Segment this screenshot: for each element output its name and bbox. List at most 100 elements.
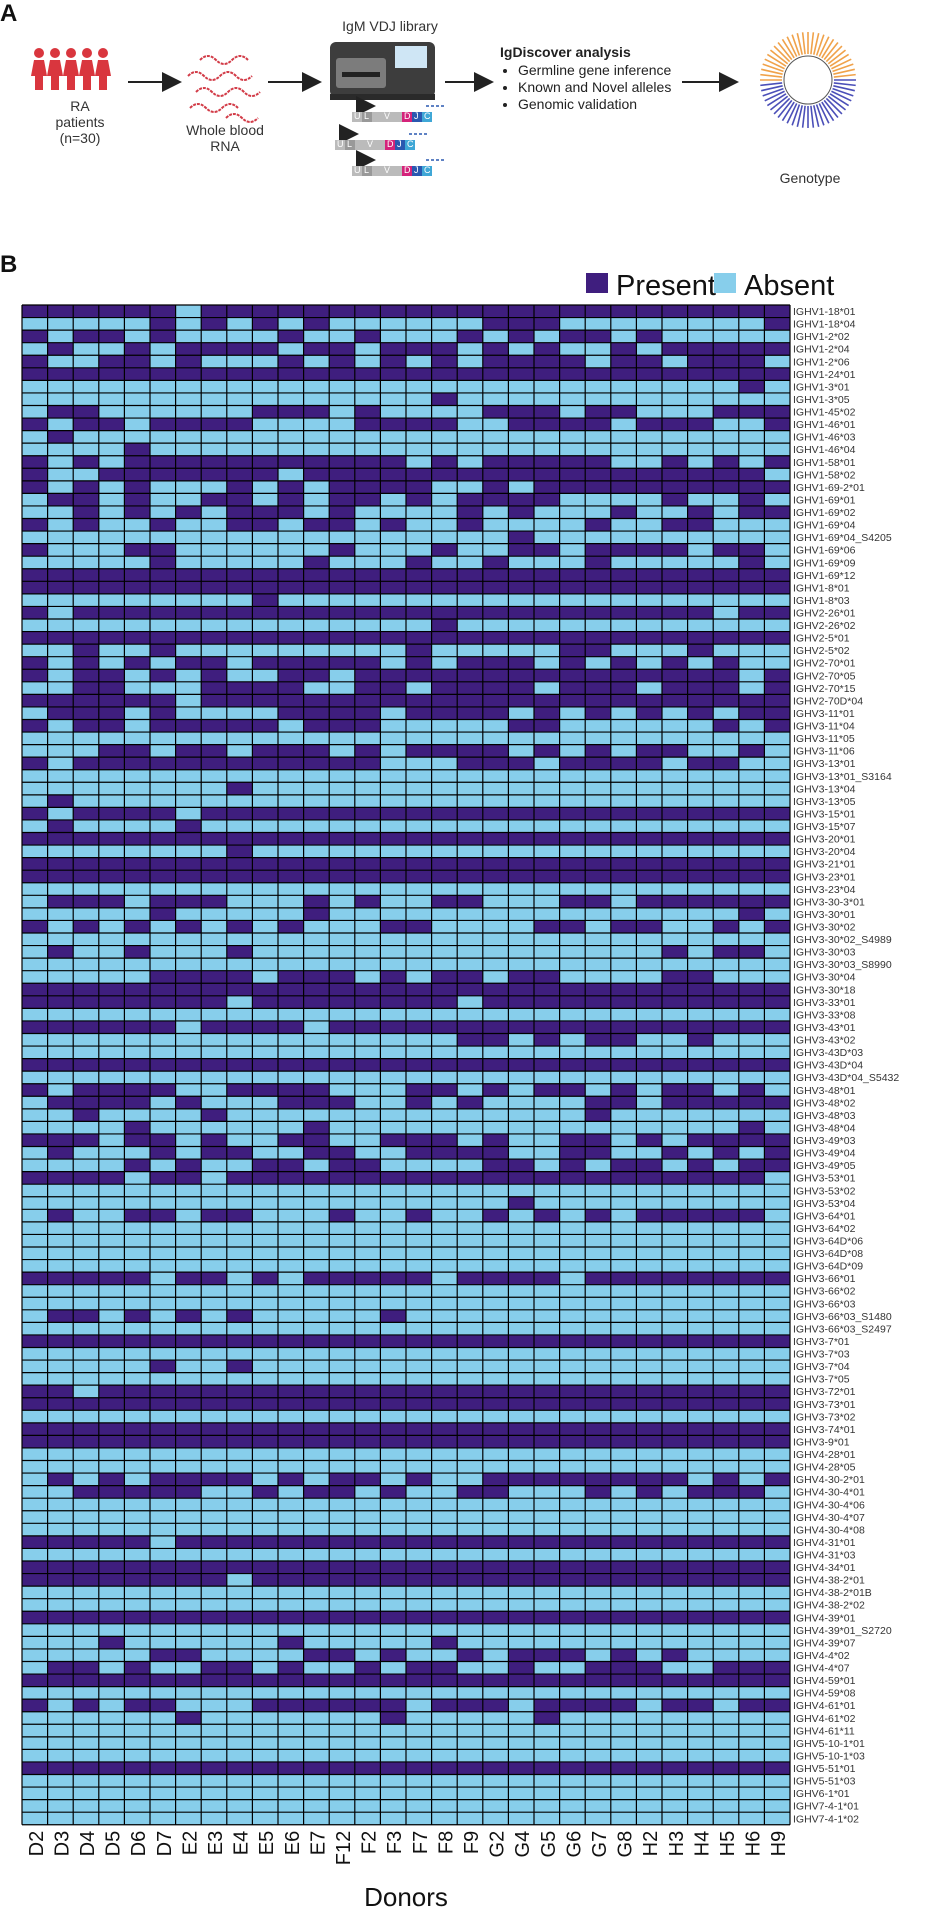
heatmap-cell [610,1699,637,1712]
heatmap-cell [585,405,611,419]
heatmap-cell [380,1334,406,1348]
heatmap-cell [482,1058,509,1072]
allele-label: IGHV3-23*01 [793,871,856,883]
heatmap-cell [303,1648,330,1662]
heatmap-cell [610,870,637,883]
heatmap-cell [687,1171,714,1185]
heatmap-cell [252,405,278,419]
heatmap-cell [98,832,125,846]
heatmap-cell [482,1674,509,1687]
heatmap-cell [764,1611,790,1624]
heatmap-cell [687,1096,714,1109]
heatmap-cell [508,1674,534,1687]
allele-label: IGHV4-59*01 [793,1675,856,1687]
heatmap-cell [329,1058,355,1072]
heatmap-cell [662,1761,688,1775]
heatmap-cell [380,870,406,883]
heatmap-cell [508,531,534,544]
tree-leaf [829,93,850,107]
heatmap-cell [585,1435,611,1448]
heatmap-cell [303,907,330,921]
heatmap-cell [22,1083,48,1097]
heatmap-cell [252,1422,278,1436]
heatmap-cell [610,1159,637,1172]
heatmap-cell [278,1561,304,1574]
heatmap-cell [738,1159,765,1172]
heatmap-cell [278,505,304,519]
heatmap-cell [713,1133,739,1147]
allele-label: IGHV4-38-2*01 [793,1575,865,1587]
heatmap-cell [329,1485,355,1499]
heatmap-cell [98,870,125,883]
analysis-title: IgDiscover analysis [500,44,631,60]
heatmap-cell [278,1058,304,1072]
heatmap-cell [73,568,99,582]
heatmap-cell [406,1674,432,1687]
heatmap-cell [98,1096,125,1109]
heatmap-cell [124,443,150,456]
heatmap-cell [431,543,458,557]
heatmap-cell [354,568,381,582]
heatmap-cell [22,330,48,343]
heatmap-cell [508,1196,534,1210]
allele-label: IGHV1-58*01 [793,457,856,469]
allele-label: IGHV4-30-4*01 [793,1487,865,1499]
heatmap-cell [585,1473,611,1486]
heatmap-cell [175,631,202,645]
donor-label: E3 [205,1831,227,1855]
heatmap-cell [354,706,381,720]
heatmap-cell [73,405,99,419]
tree-leaf [831,90,852,102]
heatmap-cell [764,1385,790,1398]
heatmap-cell [687,895,714,908]
heatmap-cell [559,568,586,582]
allele-label: IGHV3-64*01 [793,1210,856,1222]
tree-leaf [815,34,825,56]
heatmap-cell [150,1699,176,1712]
heatmap-cell [585,556,611,569]
heatmap-cell [457,857,483,871]
tree-leaf [831,58,852,70]
heatmap-cell [226,719,253,733]
heatmap-cell [559,807,586,820]
heatmap-cell [636,1385,662,1398]
heatmap-cell [354,1385,381,1398]
allele-label: IGHV3-15*01 [793,808,856,820]
heatmap-cell [303,1397,330,1411]
heatmap-cell [354,1334,381,1348]
heatmap-cell [559,1397,586,1411]
heatmap-cell [354,1761,381,1775]
heatmap-cell [278,656,304,670]
heatmap-cell [380,1573,406,1587]
heatmap-cell [687,857,714,871]
heatmap-cell [534,480,560,494]
heatmap-cell [713,1209,739,1222]
heatmap-cell [226,518,253,532]
heatmap-cell [482,681,509,695]
allele-label: IGHV3-49*05 [793,1160,856,1172]
heatmap-cell [610,568,637,582]
heatmap-cell [508,681,534,695]
heatmap-cell [278,1661,304,1675]
heatmap-cell [175,1573,202,1587]
heatmap-cell [175,505,202,519]
heatmap-cell [201,1674,227,1687]
heatmap-cell [559,656,586,670]
tree-leaf [786,103,798,124]
heatmap-cell [636,1485,662,1499]
heatmap-cell [278,455,304,469]
heatmap-cell [47,1611,74,1624]
heatmap-cell [380,681,406,695]
heatmap-cell [764,1573,790,1587]
heatmap-cell [226,681,253,695]
heatmap-cell [610,1397,637,1411]
heatmap-cell [534,543,560,557]
heatmap-cell [278,330,304,343]
heatmap-cell [713,945,739,959]
heatmap-cell [764,1473,790,1486]
heatmap-cell [201,1146,227,1160]
heatmap-cell [252,1159,278,1172]
heatmap-cell [329,1611,355,1624]
donor-label: D3 [51,1831,73,1857]
heatmap-cell [98,895,125,908]
